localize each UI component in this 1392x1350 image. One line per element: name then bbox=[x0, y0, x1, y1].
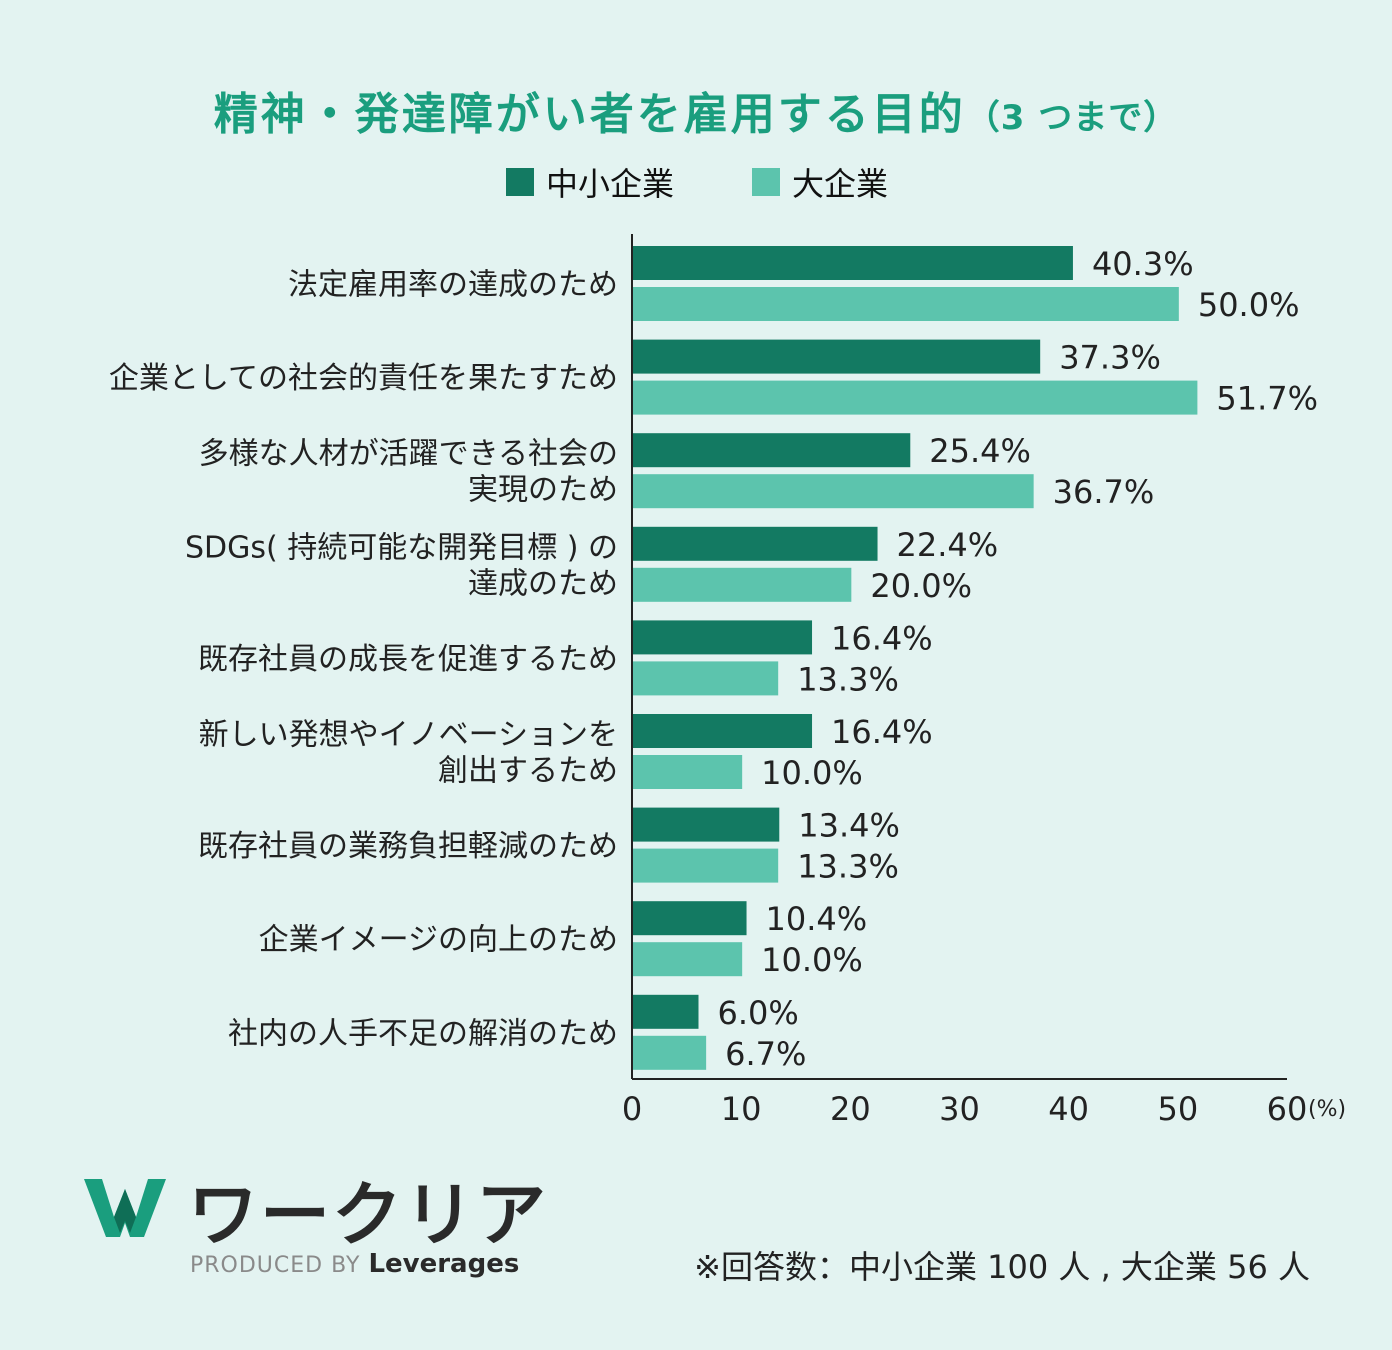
legend-label-large-business: 大企業 bbox=[792, 165, 889, 203]
legend-label-small-business: 中小企業 bbox=[546, 165, 675, 203]
value-label-large-business-1: 51.7% bbox=[1216, 380, 1318, 418]
company-name: Leverages bbox=[368, 1249, 520, 1279]
bar-large-business-8 bbox=[633, 1035, 707, 1070]
bar-large-business-2 bbox=[633, 474, 1034, 509]
bar-large-business-3 bbox=[633, 567, 852, 602]
chart-title: 精神・発達障がい者を雇用する目的（3 つまで） bbox=[0, 78, 1392, 142]
bar-large-business-7 bbox=[633, 942, 743, 977]
category-label-1: 企業としての社会的責任を果たすため bbox=[109, 361, 618, 396]
bar-small-business-0 bbox=[633, 246, 1073, 280]
bar-large-business-0 bbox=[633, 287, 1179, 321]
value-label-large-business-6: 13.3% bbox=[797, 848, 899, 886]
value-label-small-business-8: 6.0% bbox=[718, 994, 799, 1032]
value-label-small-business-5: 16.4% bbox=[831, 713, 933, 751]
logo-brand-text: ワークリア bbox=[188, 1174, 548, 1256]
category-label-4: 既存社員の成長を促進するため bbox=[198, 642, 618, 677]
value-label-small-business-0: 40.3% bbox=[1092, 245, 1194, 283]
bar-small-business-7 bbox=[633, 901, 747, 936]
category-label-2-line-0: 多様な人材が活躍できる社会の bbox=[199, 437, 618, 472]
category-label-2-line-1: 実現のため bbox=[468, 473, 618, 508]
bar-large-business-6 bbox=[633, 848, 779, 883]
category-label-8: 社内の人手不足の解消のため bbox=[228, 1016, 618, 1051]
bar-small-business-8 bbox=[633, 994, 699, 1029]
legend-swatch-small-business bbox=[506, 168, 534, 196]
x-tick-label-1: 10 bbox=[721, 1090, 762, 1128]
bar-small-business-5 bbox=[633, 714, 813, 748]
bar-small-business-1 bbox=[633, 339, 1041, 374]
logo-produced-by: PRODUCED BY Leverages bbox=[190, 1249, 519, 1279]
bar-large-business-4 bbox=[633, 661, 779, 696]
bar-small-business-2 bbox=[633, 433, 911, 468]
bar-large-business-1 bbox=[633, 380, 1198, 415]
x-tick-label-6: 60 bbox=[1267, 1090, 1308, 1128]
x-tick-label-0: 0 bbox=[622, 1090, 642, 1128]
value-label-small-business-4: 16.4% bbox=[831, 619, 933, 657]
legend-item-large-business: 大企業 bbox=[752, 160, 888, 204]
bar-small-business-3 bbox=[633, 526, 878, 561]
x-tick-label-2: 20 bbox=[830, 1090, 871, 1128]
x-tick-label-4: 40 bbox=[1048, 1090, 1089, 1128]
category-label-5-line-0: 新しい発想やイノベーションを bbox=[199, 718, 618, 753]
bar-small-business-4 bbox=[633, 620, 813, 655]
x-tick-label-5: 50 bbox=[1157, 1090, 1198, 1128]
chart-title-main: 精神・発達障がい者を雇用する目的 bbox=[213, 89, 966, 140]
legend-swatch-large-business bbox=[752, 168, 780, 196]
value-label-large-business-7: 10.0% bbox=[761, 941, 863, 979]
legend: 中小企業 大企業 bbox=[0, 160, 1392, 204]
value-label-large-business-5: 10.0% bbox=[761, 754, 863, 792]
value-label-small-business-3: 22.4% bbox=[897, 526, 999, 564]
bar-small-business-6 bbox=[633, 807, 780, 842]
bar-large-business-5 bbox=[633, 755, 743, 789]
category-label-5-line-1: 創出するため bbox=[438, 754, 618, 789]
produced-by-label: PRODUCED BY bbox=[190, 1253, 361, 1278]
value-label-small-business-7: 10.4% bbox=[766, 900, 868, 938]
value-label-large-business-3: 20.0% bbox=[870, 567, 972, 605]
value-label-small-business-6: 13.4% bbox=[798, 807, 900, 845]
value-label-large-business-8: 6.7% bbox=[725, 1035, 806, 1073]
workclear-logo: ワークリア PRODUCED BY Leverages bbox=[80, 1165, 546, 1285]
value-label-large-business-2: 36.7% bbox=[1053, 473, 1155, 511]
category-label-7: 企業イメージの向上のため bbox=[259, 923, 618, 958]
chart-title-sub: （3 つまで） bbox=[965, 98, 1179, 138]
bar-chart: 40.3%50.0% 法定雇用率の達成のため 37.3% 51.7% 企業としての社会的… bbox=[109, 234, 1346, 1128]
value-label-small-business-2: 25.4% bbox=[929, 432, 1031, 470]
category-label-0: 法定雇用率の達成のため bbox=[288, 268, 618, 303]
x-tick-label-3: 30 bbox=[939, 1090, 980, 1128]
value-label-large-business-4: 13.3% bbox=[797, 660, 899, 698]
x-axis-unit: (%) bbox=[1308, 1097, 1346, 1122]
response-count-note: ※回答数：中小企業 100 人 , 大企業 56 人 bbox=[694, 1248, 1310, 1286]
legend-item-small-business: 中小企業 bbox=[506, 160, 674, 204]
logo-mark-icon bbox=[84, 1179, 166, 1237]
category-label-3-line-0: SDGs( 持続可能な開発目標 ) の bbox=[185, 530, 618, 565]
category-label-3-line-1: 達成のため bbox=[468, 566, 618, 601]
category-label-6: 既存社員の業務負担軽減のため bbox=[198, 829, 618, 864]
value-label-large-business-0: 50.0% bbox=[1198, 286, 1300, 324]
value-label-small-business-1: 37.3% bbox=[1059, 339, 1161, 377]
